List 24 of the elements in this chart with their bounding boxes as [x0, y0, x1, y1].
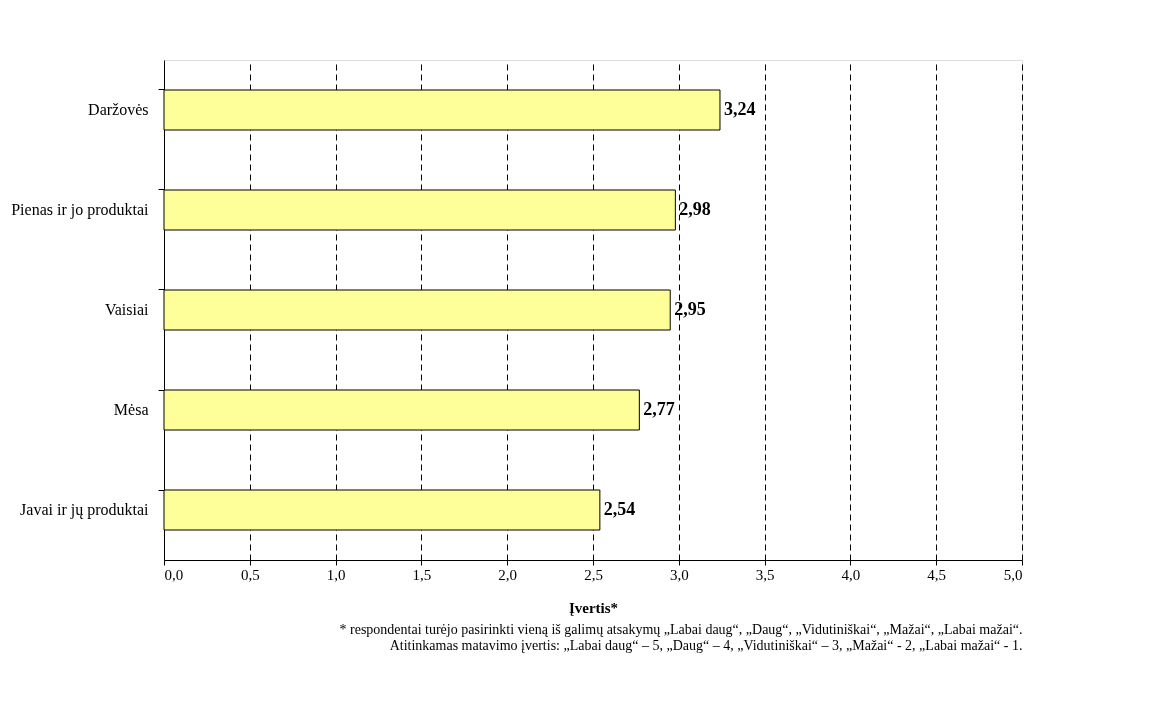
text: * respondentai turėjo pasirinkti vieną iš galimų atsakymų „Labai daug“, „Daug“, „Vidutiniškai“, „Mažai“, „Labai mažai“. [339, 622, 1023, 637]
data-label: 2,95 [674, 299, 706, 319]
data-label: 2,54 [603, 499, 636, 519]
x-tick-label: 5,0 [1003, 566, 1023, 583]
y-tick-label: Javai ir jų produktai [20, 501, 150, 519]
y-tick-label: Pienas ir jo produktai [11, 201, 150, 219]
x-tick-label: 0,5 [240, 566, 260, 583]
y-tick-label: Mėsa [113, 401, 149, 418]
x-tick-label: 1,0 [326, 566, 346, 583]
data-label: 2,98 [679, 199, 711, 219]
x-tick-label: 3,5 [755, 566, 775, 583]
data-label: 2,77 [643, 399, 675, 419]
x-tick-label: 1,5 [412, 566, 432, 583]
text: Atitinkamas matavimo įvertis: „Labai daug“ – 5, „Daug“ – 4, „Vidutiniškai“ – 3, „Mažai“ - 2, „Labai mažai“ - 1. [389, 638, 1023, 653]
x-tick-label: 2,5 [584, 566, 603, 583]
x-tick-label: 2,0 [498, 566, 518, 583]
y-tick-label: Daržovės [88, 101, 149, 118]
x-tick-label: 0,0 [164, 566, 184, 583]
x-tick-label: 3,0 [669, 566, 689, 583]
x-axis-title: Įvertis* [568, 599, 619, 616]
data-label: 3,24 [723, 99, 756, 119]
x-tick-label: 4,5 [927, 566, 947, 583]
x-tick-label: 4,0 [841, 566, 861, 583]
y-tick-label: Vaisiai [104, 301, 150, 318]
